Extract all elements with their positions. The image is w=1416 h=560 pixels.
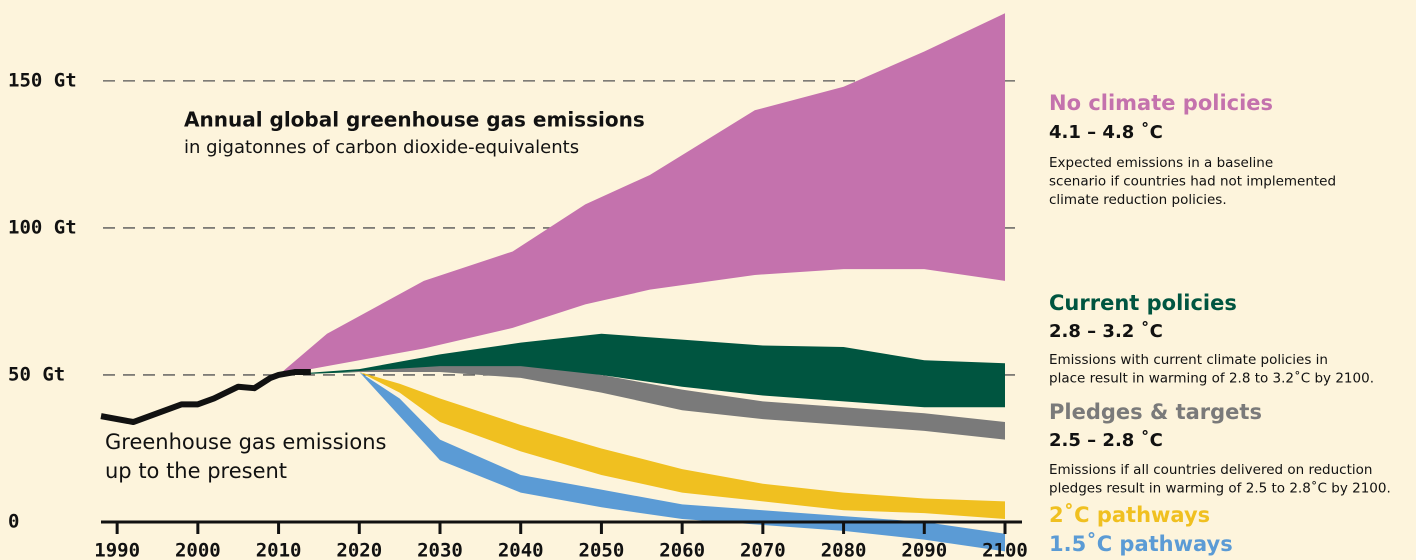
- y-tick-label: 50 Gt: [8, 363, 65, 385]
- range-band: [278, 333, 1006, 408]
- x-tick-label: 2030: [417, 540, 463, 560]
- series-label: 2˚C pathways: [1049, 503, 1210, 527]
- series-description: Expected emissions in a baseline: [1049, 155, 1273, 171]
- history-line: [100, 369, 311, 426]
- x-tick-label: 2040: [498, 540, 544, 560]
- series-label: Current policies: [1049, 291, 1237, 315]
- x-tick-label: 2000: [175, 540, 221, 560]
- y-tick-label: 150 Gt: [8, 69, 77, 91]
- history-label: up to the present: [105, 459, 287, 483]
- x-tick-label: 2090: [901, 540, 947, 560]
- x-tick-label: 2010: [256, 540, 302, 560]
- y-tick-label: 0: [8, 511, 19, 533]
- x-tick-label: 2060: [659, 540, 705, 560]
- x-tick-label: 2070: [740, 540, 786, 560]
- y-tick-label: 100 Gt: [8, 216, 77, 238]
- x-tick-label: 2020: [336, 540, 382, 560]
- series-description: pledges result in warming of 2.5 to 2.8˚…: [1049, 480, 1391, 497]
- chart-title: Annual global greenhouse gas emissions: [184, 108, 645, 132]
- series-description: climate reduction policies.: [1049, 192, 1227, 208]
- x-tick-label: 1990: [94, 540, 140, 560]
- x-tick-label: 2080: [821, 540, 867, 560]
- series-description: place result in warming of 2.8 to 3.2˚C …: [1049, 370, 1374, 387]
- series-description: Emissions if all countries delivered on …: [1049, 462, 1372, 478]
- series-label: No climate policies: [1049, 91, 1273, 115]
- range-band: [278, 13, 1006, 375]
- series-label: 1.5˚C pathways: [1049, 532, 1233, 556]
- chart-subtitle: in gigatonnes of carbon dioxide-equivale…: [184, 137, 579, 158]
- x-tick-label: 2100: [982, 540, 1028, 560]
- series-temperature: 2.5 – 2.8 ˚C: [1049, 429, 1163, 451]
- series-temperature: 4.1 – 4.8 ˚C: [1049, 121, 1163, 143]
- series-label: Pledges & targets: [1049, 400, 1262, 424]
- series-temperature: 2.8 – 3.2 ˚C: [1049, 320, 1163, 342]
- range-band: [343, 366, 1006, 440]
- x-tick-label: 2050: [579, 540, 625, 560]
- history-label: Greenhouse gas emissions: [105, 430, 386, 454]
- series-description: scenario if countries had not implemente…: [1049, 174, 1336, 190]
- range-band: [359, 372, 1005, 520]
- series-description: Emissions with current climate policies …: [1049, 352, 1328, 368]
- range-band: [359, 372, 1005, 552]
